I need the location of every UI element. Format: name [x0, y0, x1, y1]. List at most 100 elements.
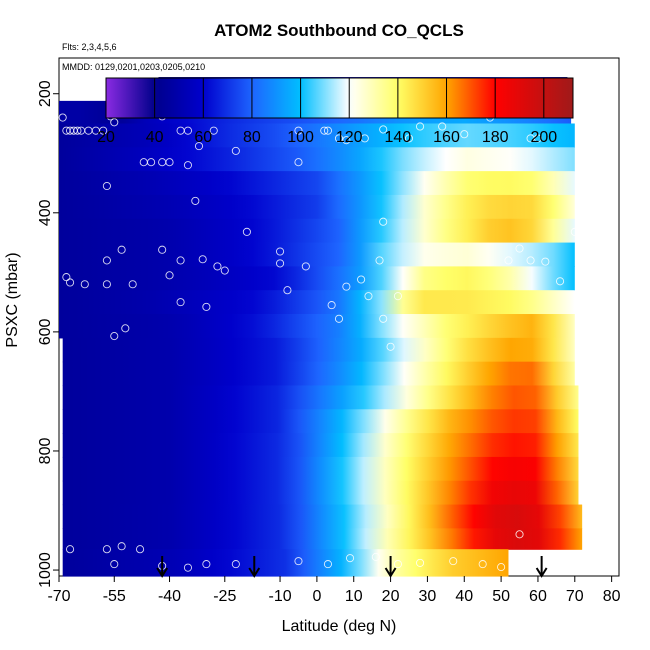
heatmap-layer [59, 194, 575, 220]
heatmap-layer [59, 290, 575, 315]
sample-point [191, 196, 200, 205]
sample-point [176, 256, 185, 265]
x-axis-label: Latitude (deg N) [282, 618, 397, 635]
heatmap-layer [62, 456, 579, 482]
sample-point [128, 280, 137, 289]
sample-point [117, 542, 126, 551]
x-tick-label: 30 [419, 588, 437, 605]
sample-point [117, 245, 126, 254]
sample-point [183, 161, 192, 170]
sample-point [570, 227, 579, 236]
sample-point [202, 560, 211, 569]
y-axis-label: PSXC (mbar) [4, 252, 21, 347]
sample-point [294, 126, 303, 135]
colorbar-tick-label: 80 [243, 129, 261, 146]
heatmap-layer [59, 147, 575, 172]
sample-point [209, 126, 218, 135]
down-arrow-icon [156, 556, 169, 578]
heatmap-layer [62, 385, 579, 410]
sample-point [165, 271, 174, 280]
sample-point [183, 563, 192, 572]
sample-point [301, 262, 310, 271]
sample-point [198, 255, 207, 264]
sample-point [121, 324, 130, 333]
sample-point [438, 122, 447, 131]
sample-point [478, 560, 487, 569]
heatmap-layer [62, 409, 579, 434]
colorbar-tick-label: 20 [97, 129, 115, 146]
y-tick-label: 200 [37, 80, 54, 107]
heatmap-layer [62, 337, 575, 363]
sample-point [294, 158, 303, 167]
sample-point [110, 560, 119, 569]
x-tick-label: 10 [345, 588, 363, 605]
x-tick-label: 40 [455, 588, 473, 605]
heatmap-layer [62, 361, 575, 387]
heatmap-layer [59, 242, 575, 267]
heatmap-layer [62, 549, 509, 577]
sample-point [110, 118, 119, 127]
sample-point [460, 130, 469, 139]
sample-point [176, 298, 185, 307]
dates-annotation: MMDD: 0129,0201,0203,0205,0210 [62, 62, 205, 72]
x-tick-label: -70 [47, 588, 70, 605]
sample-point [375, 256, 384, 265]
sample-point [416, 558, 425, 567]
sample-point [99, 126, 108, 135]
sample-point [165, 158, 174, 167]
sample-point [379, 125, 388, 134]
colorbar-tick-label: 160 [433, 129, 460, 146]
x-tick-label: 20 [382, 588, 400, 605]
sample-point [342, 282, 351, 291]
y-axis: 200 400 600 800 1000 [37, 80, 59, 588]
sample-point [194, 142, 204, 151]
sample-point [136, 545, 145, 554]
sample-point [556, 277, 565, 286]
sample-point [497, 563, 506, 572]
sample-point [158, 245, 167, 254]
sample-point [404, 134, 414, 143]
sample-point [541, 257, 550, 266]
sample-point [183, 126, 192, 135]
sample-point [342, 136, 351, 145]
y-tick-label: 400 [37, 199, 54, 226]
x-tick-label: 50 [492, 588, 510, 605]
sample-point [102, 545, 111, 554]
heatmap-layer [59, 123, 575, 148]
sample-point [371, 552, 380, 561]
sample-point [449, 557, 458, 566]
x-tick-label: 0 [312, 588, 321, 605]
chart-title: ATOM2 Southbound CO_QCLS [214, 21, 464, 40]
sample-point [379, 217, 388, 226]
heatmap-layers [59, 77, 583, 577]
sample-point [526, 256, 535, 265]
colorbar-tick-label: 180 [482, 129, 509, 146]
sample-point [231, 146, 240, 155]
sample-point [334, 314, 344, 323]
sample-point [102, 181, 111, 191]
x-tick-label: -55 [103, 588, 126, 605]
sample-point [73, 126, 82, 135]
sample-point [213, 262, 222, 271]
sample-point [515, 244, 524, 253]
sample-point [323, 126, 332, 135]
y-tick-label: 1000 [37, 552, 54, 588]
colorbar-tick-label: 200 [530, 129, 557, 146]
sample-point [386, 342, 395, 351]
heatmap-layer [59, 171, 575, 196]
sample-point [276, 259, 285, 268]
sample-point [276, 247, 285, 256]
colorbar-tick-label: 140 [385, 129, 412, 146]
sample-point [242, 227, 251, 236]
sample-point [102, 280, 111, 289]
sample-point [58, 113, 67, 122]
sample-point [393, 292, 402, 301]
y-tick-label: 800 [37, 438, 54, 465]
sample-point [515, 530, 524, 539]
sample-point [66, 545, 75, 554]
colorbar-tick-label: 60 [194, 129, 212, 146]
heatmap-layer [59, 266, 575, 291]
sample-point [364, 292, 373, 301]
heatmap-layer [59, 314, 575, 339]
